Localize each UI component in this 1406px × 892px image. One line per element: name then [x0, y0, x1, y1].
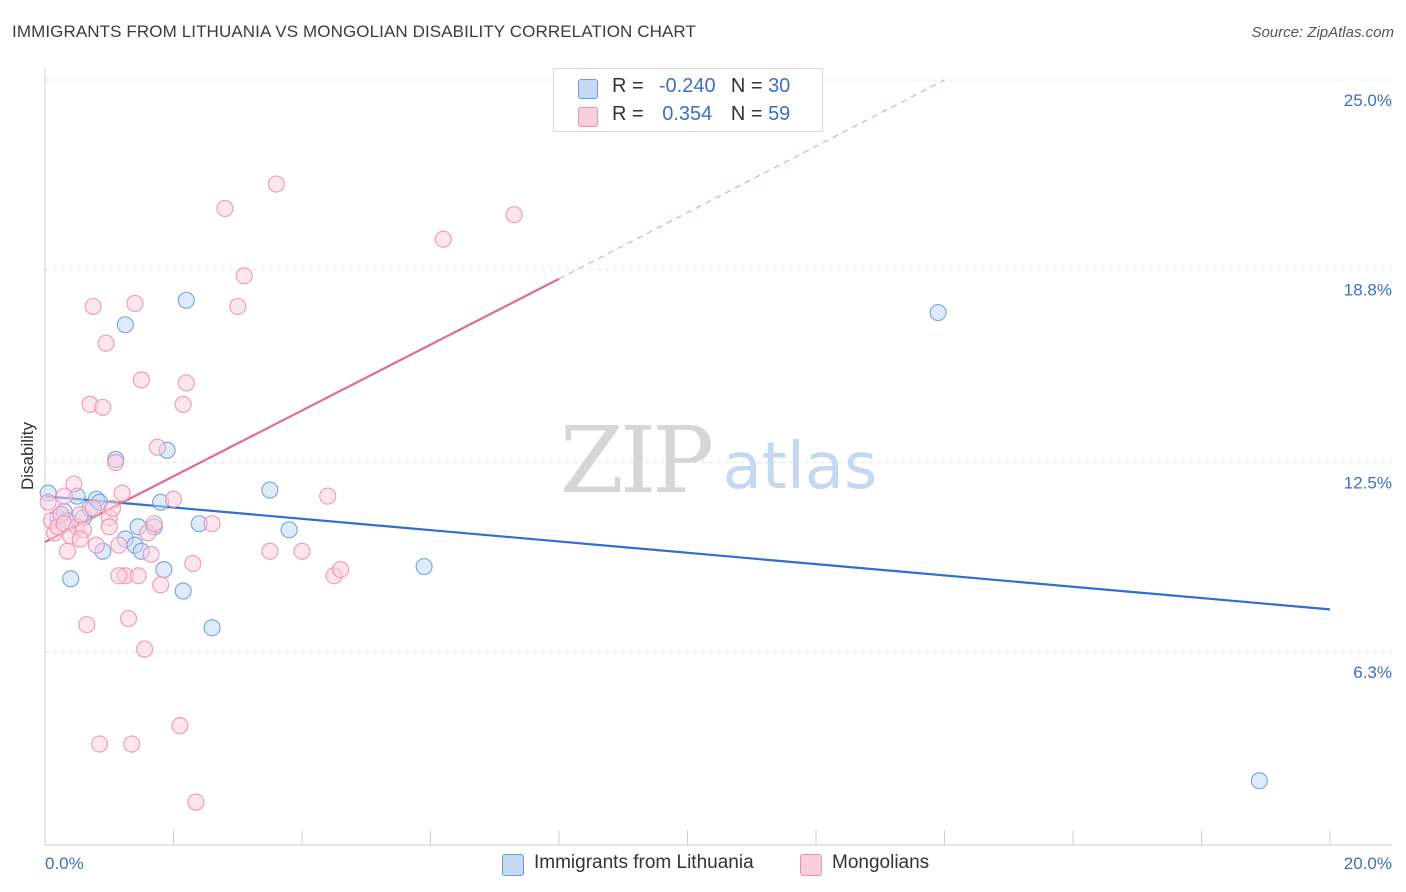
pink-point [107, 453, 125, 472]
pink-point [267, 175, 285, 193]
pink-point [203, 515, 221, 533]
pink-point [71, 530, 89, 548]
r-value: -0.240 [658, 75, 716, 97]
blue-point [929, 303, 947, 322]
pink-point [100, 518, 118, 536]
n-value: 59 [768, 103, 791, 125]
blue-point [1250, 772, 1268, 790]
pink-point [177, 374, 195, 392]
tick-labels: 6.3% 12.5% 18.8% 25.0% 0.0% 20.0% [45, 91, 1392, 873]
x-tick-label: 20.0% [1344, 854, 1392, 873]
pink-point [164, 490, 183, 508]
blue-trend-line [44, 495, 1331, 611]
y-tick-label: 12.5% [1344, 474, 1392, 493]
watermark-zip: ZIP [560, 407, 711, 514]
axes [44, 68, 1392, 846]
pink-point [78, 616, 96, 634]
blue-point [415, 557, 433, 576]
legend-swatch-pink [578, 107, 598, 127]
pink-point [39, 493, 57, 511]
pink-point [261, 542, 279, 560]
pink-point [142, 545, 160, 563]
pink-point [84, 499, 102, 517]
pink-point [293, 542, 311, 560]
legend-swatch-blue [502, 854, 524, 876]
blue-point [155, 560, 173, 579]
pink-point [235, 267, 253, 285]
legend-text: R = -0.240 N = 30 [612, 75, 790, 98]
blue-point [261, 481, 279, 499]
blue-point [280, 521, 298, 539]
watermark-atlas: atlas [723, 430, 878, 504]
pink-point [331, 560, 350, 579]
source-credit: Source: ZipAtlas.com [1251, 24, 1394, 41]
y-tick-label: 25.0% [1344, 91, 1392, 110]
stats-legend: R = -0.240 N = 30 R = 0.354 N = 59 [553, 68, 823, 132]
blue-point [174, 582, 192, 600]
pink-point [126, 294, 144, 312]
pink-trend-line [44, 277, 560, 544]
pink-point [87, 536, 106, 554]
y-axis-label: Disability [18, 421, 37, 490]
pink-point [129, 567, 147, 585]
chart-title: IMMIGRANTS FROM LITHUANIA VS MONGOLIAN D… [12, 22, 696, 41]
pink-point [84, 297, 102, 316]
pink-point [94, 398, 112, 417]
pink-point [145, 515, 163, 533]
pink-point [110, 567, 128, 585]
pink-point [434, 230, 452, 248]
blue-point [203, 619, 221, 637]
pink-point [216, 199, 234, 218]
n-label: N = [730, 103, 763, 125]
pink-point [113, 484, 131, 502]
trend-lines [44, 79, 1331, 611]
pink-point [187, 793, 205, 811]
r-label: R = [612, 75, 644, 97]
pink-point [91, 735, 109, 753]
legend-text: R = 0.354 N = 59 [612, 103, 790, 126]
blue-point [177, 291, 195, 309]
pink-point [148, 438, 167, 456]
blue-point [116, 316, 134, 334]
gridlines [45, 79, 1392, 653]
n-label: N = [730, 75, 763, 97]
pink-point [319, 487, 337, 505]
y-tick-label: 6.3% [1353, 663, 1392, 682]
pink-point [123, 735, 141, 753]
pink-point [132, 371, 150, 389]
data-points [39, 175, 1268, 811]
y-tick-label: 18.8% [1344, 281, 1392, 300]
pink-point [55, 487, 73, 505]
legend-label: Mongolians [832, 852, 930, 873]
n-value: 30 [768, 75, 791, 97]
pink-point [135, 640, 154, 658]
x-tick-label: 0.0% [45, 854, 84, 873]
legend-label: Immigrants from Lithuania [534, 852, 754, 873]
pink-point [119, 609, 138, 628]
r-value: 0.354 [662, 103, 713, 125]
pink-point [65, 475, 83, 493]
pink-point [505, 206, 523, 224]
pink-point [184, 554, 202, 573]
pink-point [152, 576, 170, 594]
pink-point [103, 499, 122, 517]
pink-point [174, 395, 192, 413]
pink-point [97, 334, 115, 352]
blue-point [62, 570, 80, 588]
r-label: R = [612, 103, 644, 125]
pink-point [171, 717, 189, 735]
pink-point [110, 536, 128, 554]
legend-swatch-blue [578, 79, 598, 99]
pink-point [58, 542, 77, 560]
pink-point [229, 297, 247, 316]
legend-swatch-pink [800, 854, 822, 876]
